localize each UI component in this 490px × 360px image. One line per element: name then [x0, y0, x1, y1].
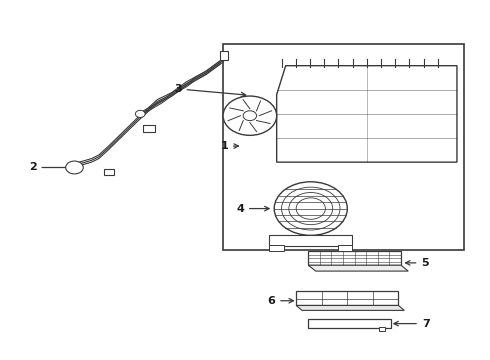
Circle shape [223, 96, 277, 135]
Bar [220, 51, 228, 60]
Polygon shape [277, 66, 457, 162]
Bar [308, 251, 401, 265]
Polygon shape [308, 265, 408, 271]
Bar [143, 125, 155, 132]
Circle shape [66, 161, 83, 174]
Bar [270, 246, 284, 251]
Bar [308, 319, 391, 328]
Bar [104, 169, 115, 175]
Text: 5: 5 [406, 258, 429, 268]
Bar [296, 291, 398, 306]
Circle shape [243, 111, 257, 121]
Bar [379, 327, 385, 331]
Polygon shape [296, 306, 404, 310]
Text: 7: 7 [394, 319, 430, 329]
Text: 3: 3 [174, 84, 245, 97]
Bar [270, 235, 352, 246]
Circle shape [274, 182, 347, 235]
Text: 1: 1 [220, 141, 239, 151]
Text: 4: 4 [236, 203, 269, 213]
Text: 2: 2 [29, 162, 73, 172]
Circle shape [135, 111, 145, 117]
Bar [223, 44, 464, 249]
Bar [338, 246, 352, 251]
Text: 6: 6 [268, 296, 294, 306]
